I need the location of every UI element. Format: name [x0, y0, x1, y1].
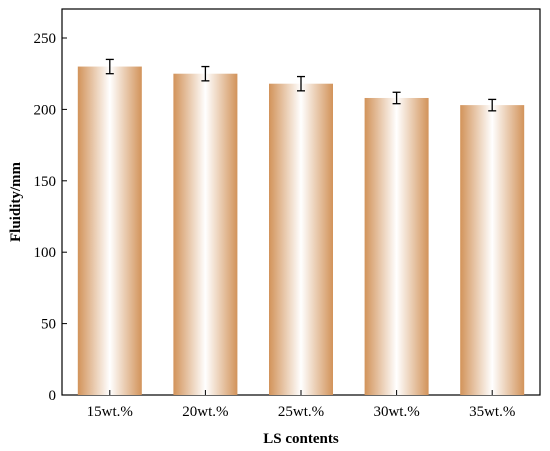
x-tick-label: 35wt.%	[469, 404, 515, 420]
y-tick-label: 200	[34, 102, 57, 118]
y-tick-label: 100	[34, 245, 57, 261]
x-axis-title: LS contents	[263, 431, 339, 447]
x-tick-label: 30wt.%	[373, 404, 419, 420]
x-tick-label: 20wt.%	[182, 404, 228, 420]
y-tick-label: 0	[49, 388, 57, 404]
y-axis: 0 50 100 150 200 250	[34, 31, 67, 404]
bar	[269, 83, 333, 396]
bar	[364, 97, 429, 395]
x-tick-label: 25wt.%	[278, 404, 324, 420]
x-tick-label: 15wt.%	[87, 404, 133, 420]
x-axis: 15wt.% 20wt.% 25wt.% 30wt.% 35wt.%	[87, 390, 515, 420]
bars-group	[77, 66, 525, 396]
y-tick-label: 150	[34, 174, 57, 190]
bar	[460, 105, 525, 395]
y-tick-label: 50	[41, 317, 56, 333]
bar	[173, 73, 238, 395]
bar	[77, 66, 142, 395]
error-bars-group	[105, 58, 497, 112]
y-axis-title: Fluidity/mm	[8, 162, 24, 243]
y-tick-label: 250	[34, 31, 57, 47]
